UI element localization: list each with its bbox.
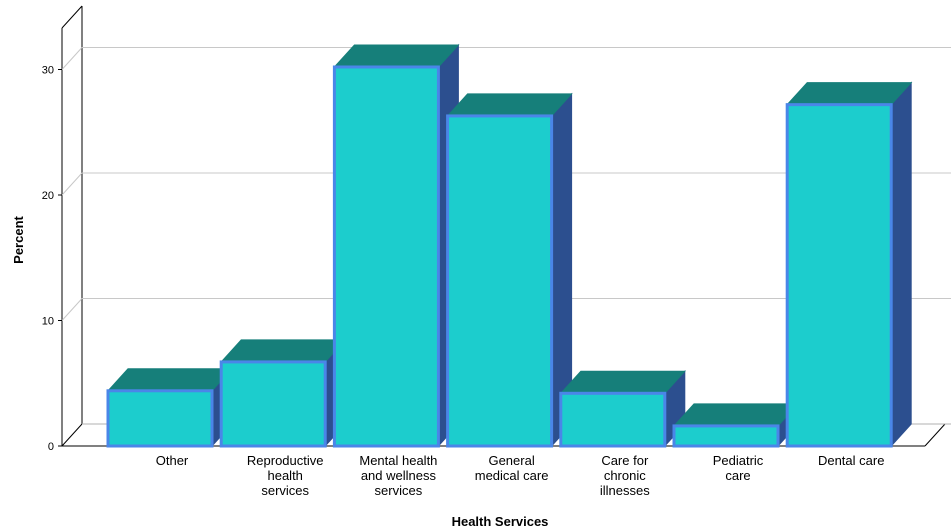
bar-front-face xyxy=(332,65,440,448)
y-tick-label: 0 xyxy=(48,441,54,453)
x-category-label: General medical care xyxy=(475,453,549,483)
y-tick-label: 20 xyxy=(42,190,54,202)
x-category-label: Reproductive health services xyxy=(247,453,324,498)
x-category-label-line: Other xyxy=(156,453,189,468)
bar-layer xyxy=(106,43,913,448)
y-axis-title: Percent xyxy=(11,215,26,263)
bar xyxy=(446,92,573,448)
gridline-diagonal xyxy=(61,47,83,70)
bar-top-face xyxy=(106,368,234,392)
wall-top-edge xyxy=(61,5,83,29)
x-category-label: Dental care xyxy=(818,453,884,468)
x-category-label-line: General xyxy=(488,453,534,468)
x-category-label: Mental health and wellness services xyxy=(359,453,437,498)
bar-top-face xyxy=(333,44,460,68)
x-category-label-line: care xyxy=(725,468,750,483)
bar xyxy=(785,81,913,448)
bar-top-face xyxy=(220,339,347,363)
x-category-label-line: medical care xyxy=(475,468,549,483)
x-category-label-line: Mental health xyxy=(359,453,437,468)
bar-top-face xyxy=(446,93,573,117)
bar xyxy=(332,43,460,448)
x-category-label-line: services xyxy=(375,483,423,498)
bar-front-face xyxy=(672,424,780,448)
bar-front-face xyxy=(559,391,667,448)
floor-right-edge xyxy=(924,423,946,447)
floor-left-edge xyxy=(61,423,83,447)
x-category-label-line: chronic xyxy=(604,468,646,483)
x-axis-title: Health Services xyxy=(452,514,549,529)
bar-front-face xyxy=(106,389,214,448)
bar-top-face xyxy=(786,82,913,106)
x-category-label-line: illnesses xyxy=(600,483,650,498)
bar xyxy=(219,338,347,448)
x-category-label: Care for chronic illnesses xyxy=(600,453,650,498)
bar-side-face xyxy=(890,81,912,448)
x-category-label-line: Care for xyxy=(601,453,649,468)
x-category-label: Pediatric care xyxy=(713,453,764,483)
bar xyxy=(672,402,800,448)
bar-top-face xyxy=(672,403,800,427)
y-tick-label: 10 xyxy=(42,316,54,328)
x-category-label-line: services xyxy=(261,483,309,498)
y-tick-label: 30 xyxy=(42,65,54,77)
bar-front-face xyxy=(219,360,327,448)
bar-front-face xyxy=(785,103,893,448)
x-category-label-line: Dental care xyxy=(818,453,884,468)
gridline-diagonal xyxy=(61,298,83,321)
x-category-label-line: health xyxy=(267,468,302,483)
x-category-label-line: and wellness xyxy=(361,468,437,483)
bar xyxy=(559,369,686,448)
x-category-label-line: Pediatric xyxy=(713,453,764,468)
bar-top-face xyxy=(559,370,686,394)
x-category-label-line: Reproductive xyxy=(247,453,324,468)
bar xyxy=(106,367,234,448)
x-category-label: Other xyxy=(156,453,189,468)
gridline-diagonal xyxy=(61,172,83,196)
bar-front-face xyxy=(446,114,554,448)
